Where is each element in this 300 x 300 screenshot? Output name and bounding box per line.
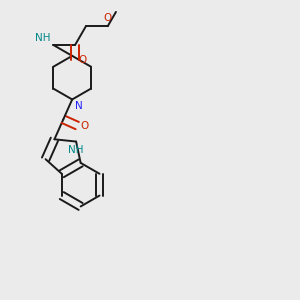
Text: O: O — [78, 55, 86, 65]
Text: O: O — [80, 121, 88, 130]
Text: NH: NH — [68, 145, 84, 154]
Text: N: N — [75, 101, 83, 111]
Text: O: O — [104, 13, 112, 23]
Text: NH: NH — [35, 33, 50, 43]
